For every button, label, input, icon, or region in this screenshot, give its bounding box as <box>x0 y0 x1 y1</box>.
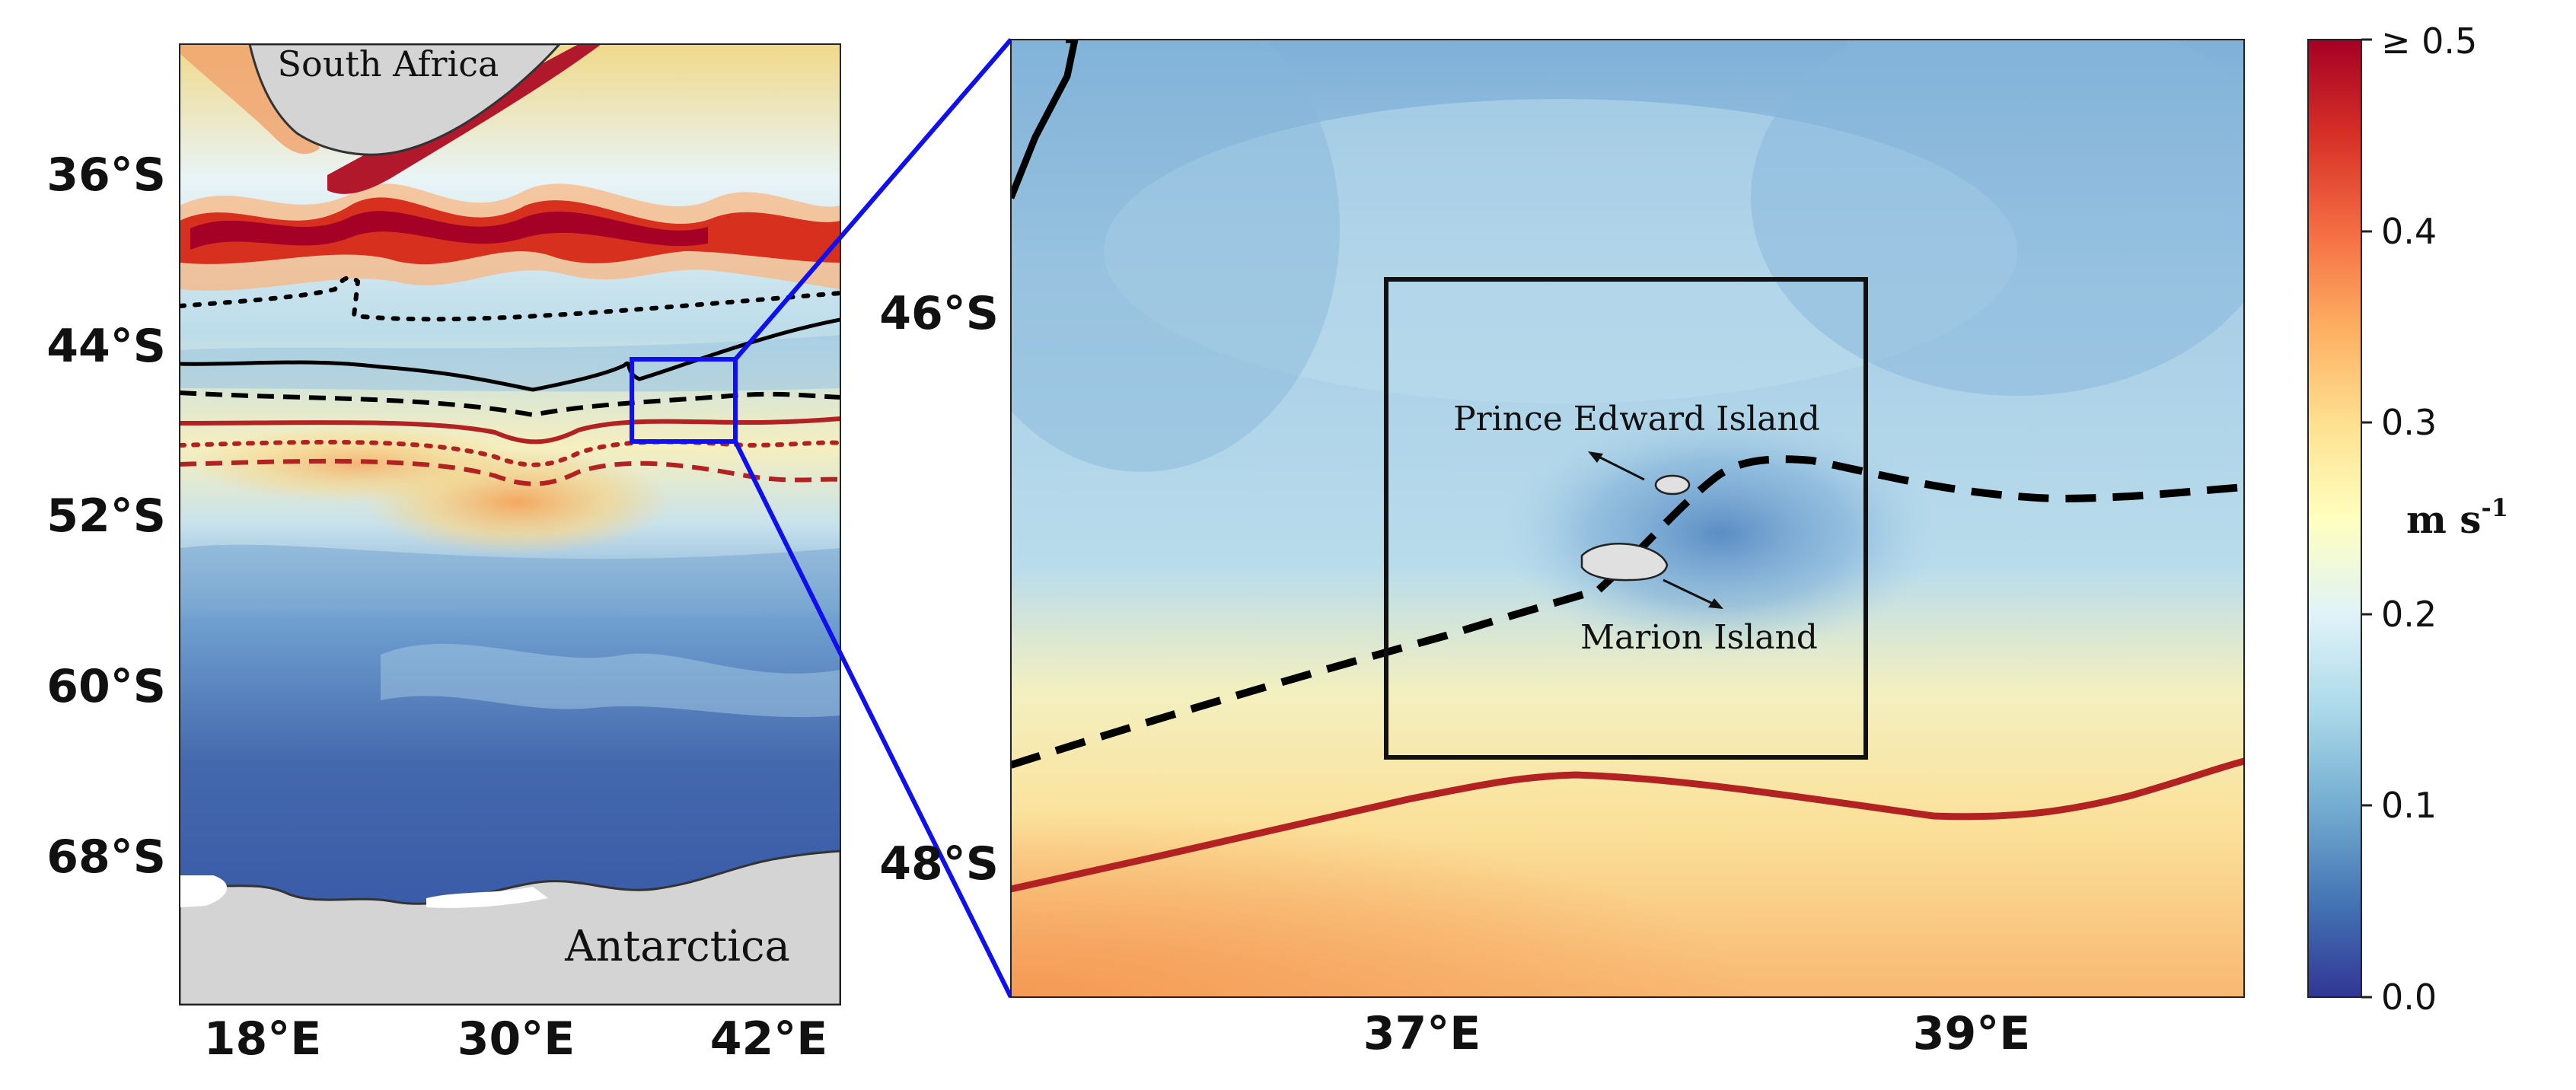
colorbar <box>2307 39 2362 998</box>
left-lat-tick: 44°S <box>46 320 166 373</box>
antarctica-label: Antarctica <box>564 922 790 971</box>
ice-shelf <box>180 875 228 907</box>
left-lon-tick: 18°E <box>204 1012 321 1066</box>
colorbar-tick-label: 0.2 <box>2381 594 2437 635</box>
front-solid-red <box>180 416 840 445</box>
colorbar-tick-label: 0.0 <box>2381 977 2437 1018</box>
left-lat-tick: 68°S <box>46 830 166 884</box>
zoom-region-box <box>630 357 738 444</box>
marion-arrow <box>1663 578 1714 605</box>
colorbar-unit-base: m s <box>2406 497 2481 542</box>
marion-island-shape <box>1580 543 1669 582</box>
right-map <box>1011 40 2244 997</box>
south-africa-landmass <box>248 44 562 156</box>
low-speed-core <box>1500 411 1941 655</box>
south-africa-label: South Africa <box>278 43 499 84</box>
front-dashed-red <box>180 458 840 486</box>
right-lat-tick: 46°S <box>879 287 999 340</box>
colorbar-tick-label: ≥ 0.5 <box>2381 21 2477 62</box>
left-lat-tick: 52°S <box>46 489 166 543</box>
front-dotted-black <box>180 275 840 322</box>
colorbar-unit: m s-1 <box>2406 493 2508 542</box>
left-lon-tick: 42°E <box>710 1012 827 1066</box>
colorbar-ticks <box>2361 38 2372 999</box>
zoom-connector-top <box>733 38 1013 361</box>
prince-edward-arrow <box>1598 455 1645 481</box>
right-lon-tick: 39°E <box>1913 1007 2030 1060</box>
left-lon-tick: 30°E <box>457 1012 575 1066</box>
left-map <box>180 44 840 1005</box>
right-map-frame <box>1010 39 2245 998</box>
left-lat-tick: 60°S <box>46 660 166 713</box>
front-dashed-black <box>180 390 840 418</box>
colorbar-tick-label: 0.4 <box>2381 211 2437 252</box>
prince-edward-island-shape <box>1654 474 1691 496</box>
front-solid-red-zoom <box>1011 757 2244 893</box>
colorbar-unit-exponent: -1 <box>2481 493 2508 522</box>
right-lon-tick: 37°E <box>1363 1007 1481 1060</box>
front-solid-black <box>180 317 840 392</box>
left-lat-tick: 36°S <box>46 148 166 202</box>
prince-edward-label: Prince Edward Island <box>1453 400 1820 438</box>
study-region-box <box>1384 277 1868 760</box>
front-dotted-red <box>180 439 840 467</box>
zoom-connector-bottom <box>733 440 1013 999</box>
marion-label: Marion Island <box>1580 618 1818 657</box>
front-solid-black-zoom <box>1011 40 1079 199</box>
right-lat-tick: 48°S <box>879 837 999 891</box>
antarctica-landmass <box>180 849 840 1005</box>
colorbar-tick-label: 0.3 <box>2381 402 2437 443</box>
left-map-frame <box>179 43 841 1006</box>
colorbar-tick-label: 0.1 <box>2381 785 2437 826</box>
